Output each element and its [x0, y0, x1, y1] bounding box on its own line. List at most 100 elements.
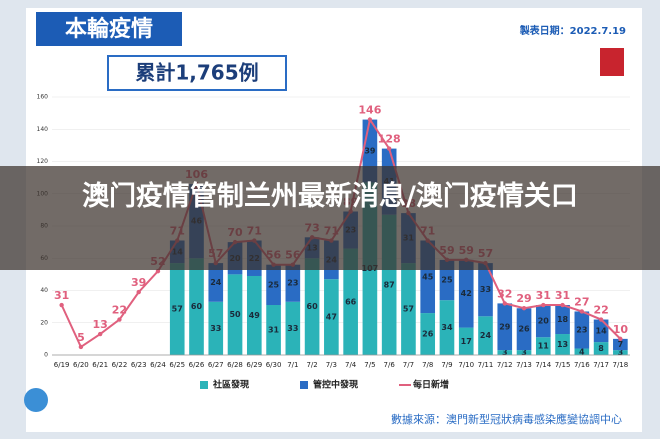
value-label: 11 — [538, 342, 550, 351]
value-label: 57 — [403, 305, 414, 314]
logo — [600, 48, 624, 76]
x-tick-label: 7/16 — [574, 361, 590, 369]
x-tick-label: 7/3 — [326, 361, 337, 369]
value-label: 24 — [210, 278, 222, 287]
bar-segment — [266, 305, 281, 355]
bar-segment — [401, 263, 416, 355]
line-label: 32 — [497, 287, 512, 300]
line-point — [541, 302, 546, 308]
bar-segment — [497, 350, 513, 355]
x-tick-label: 6/26 — [189, 361, 205, 369]
line-point — [78, 344, 84, 350]
bar-segment — [593, 319, 609, 343]
bar-segment — [266, 264, 281, 306]
x-tick-label: 6/21 — [92, 361, 108, 369]
x-tick-label: 6/24 — [150, 361, 166, 369]
bar-segment — [343, 248, 358, 355]
x-tick-label: 7/5 — [364, 361, 375, 369]
x-tick-label: 7/11 — [478, 361, 494, 369]
y-tick-label: 140 — [37, 126, 49, 133]
value-label: 50 — [229, 310, 241, 319]
y-tick-label: 20 — [40, 319, 48, 326]
value-label: 7 — [618, 340, 624, 349]
line-label: 39 — [131, 276, 146, 289]
bar-segment — [555, 305, 570, 335]
line-label: 29 — [516, 292, 531, 305]
value-label: 60 — [307, 302, 319, 311]
bar-segment — [208, 263, 224, 302]
value-label: 57 — [172, 305, 183, 314]
bar-segment — [285, 264, 301, 302]
line-point — [598, 317, 604, 322]
x-tick-label: 7/9 — [441, 361, 452, 369]
bar-segment — [189, 258, 204, 355]
bar-segment — [439, 300, 455, 355]
line-label: 31 — [555, 289, 570, 302]
value-label: 34 — [441, 323, 453, 332]
line-label: 128 — [378, 133, 401, 146]
x-tick-label: 7/12 — [497, 361, 513, 369]
value-label: 23 — [576, 326, 587, 335]
bar-segment — [574, 311, 590, 349]
value-label: 18 — [557, 315, 569, 324]
line-point — [521, 306, 527, 311]
line-point — [367, 117, 373, 122]
x-tick-label: 6/22 — [112, 361, 128, 369]
value-label: 31 — [268, 326, 280, 335]
bar-segment — [593, 342, 609, 355]
value-label: 87 — [384, 280, 395, 289]
legend-label: 社區發現 — [212, 379, 249, 391]
line-point — [618, 336, 623, 342]
x-tick-label: 6/29 — [246, 361, 262, 369]
line-point — [136, 289, 141, 295]
x-tick-label: 6/20 — [73, 361, 89, 369]
value-label: 49 — [249, 311, 261, 320]
line-label: 31 — [54, 289, 69, 302]
bar-segment — [208, 301, 224, 355]
legend-label: 管控中發現 — [313, 379, 358, 391]
bar-segment — [516, 350, 532, 355]
value-label: 20 — [538, 317, 550, 326]
x-tick-label: 7/15 — [555, 361, 571, 369]
bar-segment — [555, 334, 570, 355]
value-label: 39 — [364, 147, 376, 156]
value-label: 26 — [518, 325, 530, 334]
line-point — [117, 317, 122, 322]
value-label: 29 — [499, 322, 511, 331]
banner: 澳门疫情管制兰州最新消息/澳门疫情关口 — [0, 166, 660, 270]
value-label: 3 — [502, 348, 508, 357]
x-tick-label: 6/25 — [169, 361, 185, 369]
line-label: 31 — [536, 289, 551, 302]
bar-segment — [304, 258, 320, 355]
bar-segment — [246, 275, 262, 355]
line-point — [97, 331, 103, 337]
x-tick-label: 6/27 — [208, 361, 224, 369]
line-label: 13 — [93, 318, 108, 331]
legend-label: 每日新增 — [413, 379, 449, 391]
value-label: 47 — [326, 313, 337, 322]
value-label: 3 — [618, 348, 624, 357]
value-label: 3 — [521, 348, 527, 357]
line-label: 22 — [593, 304, 608, 317]
y-tick-label: 120 — [37, 158, 49, 165]
virus-icon — [24, 388, 48, 412]
line-label: 10 — [613, 323, 629, 336]
value-label: 45 — [422, 272, 434, 281]
value-label: 24 — [480, 331, 492, 340]
x-tick-label: 7/4 — [345, 361, 357, 369]
value-label: 66 — [345, 297, 357, 306]
value-label: 33 — [210, 324, 221, 333]
chart-title: 本輪疫情 — [65, 16, 153, 42]
x-tick-label: 7/6 — [384, 361, 396, 369]
date: 製表日期：2022.7.19 — [519, 24, 626, 37]
value-label: 25 — [441, 276, 453, 285]
value-label: 4 — [579, 347, 585, 356]
value-label: 42 — [461, 289, 472, 298]
x-tick-label: 7/10 — [458, 361, 474, 369]
legend-swatch — [200, 381, 208, 389]
line-point — [560, 302, 565, 308]
x-tick-label: 7/7 — [403, 361, 414, 369]
value-label: 25 — [268, 280, 280, 289]
value-label: 14 — [596, 326, 608, 335]
bar-segment — [535, 305, 551, 338]
